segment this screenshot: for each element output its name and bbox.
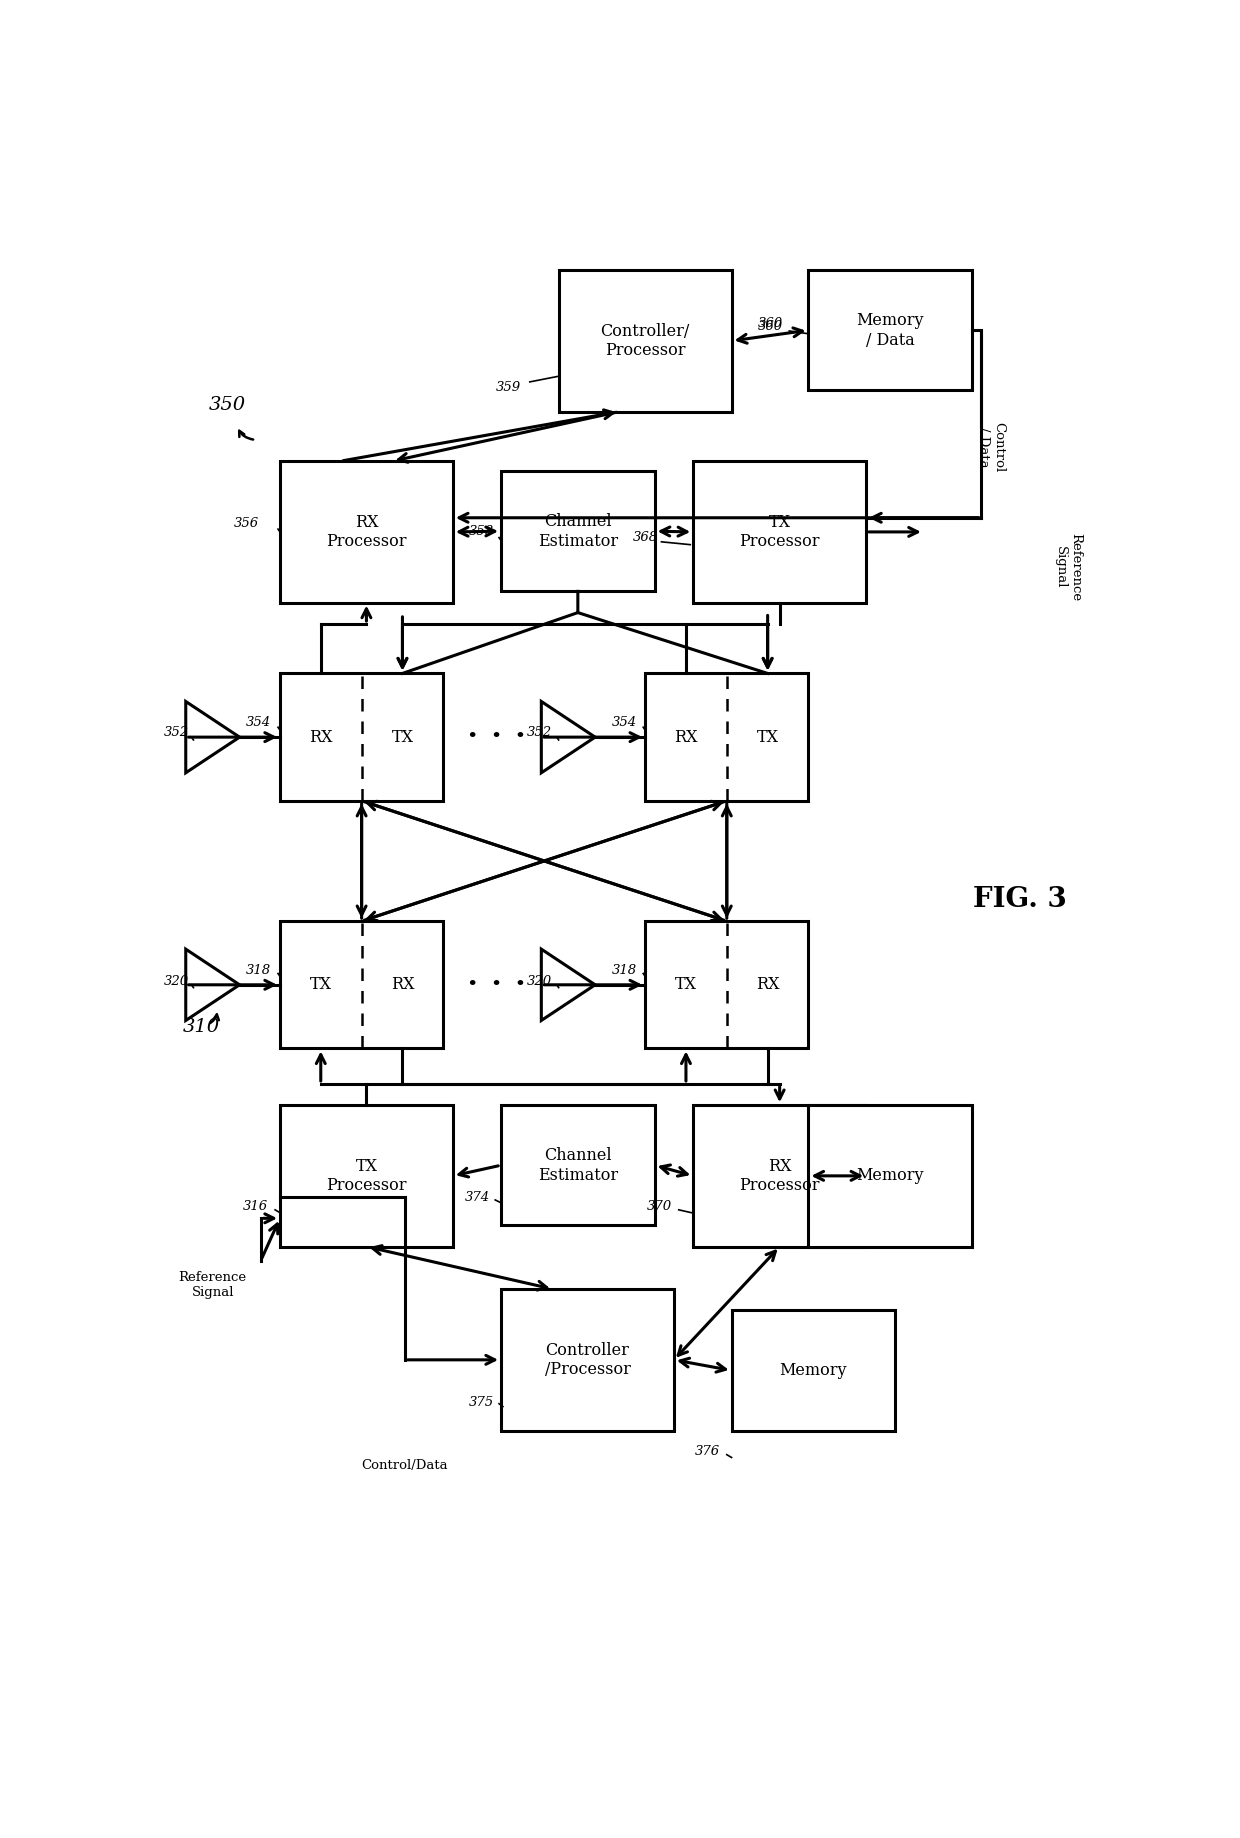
Bar xyxy=(645,921,808,1048)
Text: 359: 359 xyxy=(496,380,521,393)
Text: RX: RX xyxy=(309,728,332,746)
Text: TX
Processor: TX Processor xyxy=(326,1158,407,1195)
Text: RX
Processor: RX Processor xyxy=(326,513,407,550)
Text: 318: 318 xyxy=(247,965,272,978)
Bar xyxy=(501,1288,675,1430)
Bar xyxy=(280,461,453,603)
Text: Memory: Memory xyxy=(780,1362,847,1378)
Bar xyxy=(280,673,444,801)
Text: 375: 375 xyxy=(469,1395,495,1408)
Text: Memory
/ Data: Memory / Data xyxy=(857,312,924,349)
Text: 358: 358 xyxy=(469,526,495,539)
Text: 318: 318 xyxy=(611,965,636,978)
Text: 354: 354 xyxy=(611,717,636,730)
Bar xyxy=(280,921,444,1048)
Bar xyxy=(645,673,808,801)
Text: •  •  •: • • • xyxy=(466,976,526,994)
Text: Channel
Estimator: Channel Estimator xyxy=(538,513,618,550)
Bar xyxy=(808,270,972,390)
Text: 320: 320 xyxy=(164,976,188,989)
Polygon shape xyxy=(542,948,595,1020)
Text: 376: 376 xyxy=(694,1445,720,1458)
Text: Controller/
Processor: Controller/ Processor xyxy=(600,322,689,358)
Text: 320: 320 xyxy=(527,976,552,989)
Text: 374: 374 xyxy=(465,1191,491,1204)
Bar xyxy=(558,270,732,412)
Text: RX: RX xyxy=(675,728,698,746)
Text: 368: 368 xyxy=(632,531,657,544)
Text: 360: 360 xyxy=(758,320,782,333)
Text: RX: RX xyxy=(756,976,780,993)
Text: 310: 310 xyxy=(182,1018,219,1037)
Text: 352: 352 xyxy=(527,726,552,739)
Text: Channel
Estimator: Channel Estimator xyxy=(538,1147,618,1184)
Text: RX: RX xyxy=(391,976,414,993)
Polygon shape xyxy=(186,948,239,1020)
Text: Controller
/Processor: Controller /Processor xyxy=(544,1342,630,1378)
Text: TX: TX xyxy=(756,728,779,746)
Bar xyxy=(501,471,655,592)
Text: Control/Data: Control/Data xyxy=(362,1459,448,1472)
Text: 350: 350 xyxy=(208,395,246,414)
Bar xyxy=(693,461,866,603)
Text: TX: TX xyxy=(392,728,413,746)
Text: TX: TX xyxy=(675,976,697,993)
Text: 354: 354 xyxy=(247,717,272,730)
Text: 370: 370 xyxy=(647,1200,672,1213)
Polygon shape xyxy=(186,702,239,772)
Text: Control
/ Data: Control / Data xyxy=(977,423,1006,472)
Text: 316: 316 xyxy=(242,1200,268,1213)
Text: 356: 356 xyxy=(233,516,259,529)
Bar xyxy=(280,1105,453,1246)
Bar xyxy=(808,1105,972,1246)
Text: Reference
Signal: Reference Signal xyxy=(1054,533,1083,601)
Text: 352: 352 xyxy=(164,726,188,739)
Bar xyxy=(501,1105,655,1226)
Text: TX
Processor: TX Processor xyxy=(739,513,820,550)
Polygon shape xyxy=(542,702,595,772)
Bar xyxy=(693,1105,866,1246)
Text: 360: 360 xyxy=(758,318,782,331)
Bar xyxy=(732,1310,895,1430)
Text: Memory: Memory xyxy=(857,1167,924,1184)
Text: TX: TX xyxy=(310,976,332,993)
Text: Reference
Signal: Reference Signal xyxy=(179,1270,247,1299)
Text: RX
Processor: RX Processor xyxy=(739,1158,820,1195)
Text: FIG. 3: FIG. 3 xyxy=(973,886,1066,913)
Text: •  •  •: • • • xyxy=(466,728,526,746)
